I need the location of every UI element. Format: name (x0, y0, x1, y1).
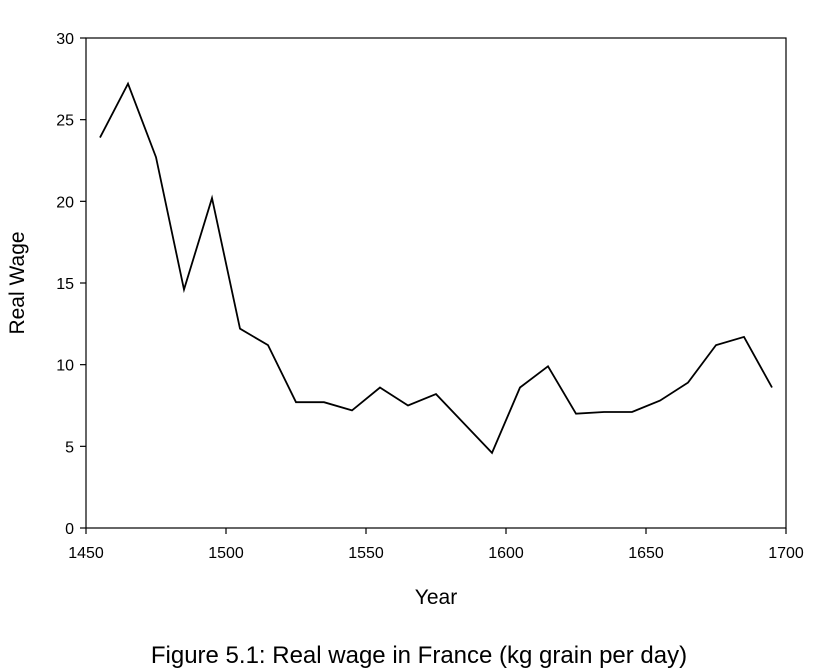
x-tick-label: 1450 (68, 545, 104, 562)
y-tick-label: 10 (56, 358, 74, 375)
x-tick-label: 1650 (628, 545, 664, 562)
figure-caption: Figure 5.1: Real wage in France (kg grai… (151, 642, 687, 669)
y-tick-label: 25 (56, 113, 74, 130)
plot-frame (85, 37, 787, 529)
series-group (99, 81, 773, 455)
y-axis: 0 5 10 15 20 25 30 (56, 31, 86, 538)
series-line (99, 81, 773, 455)
y-tick-label: 5 (65, 439, 74, 456)
x-tick-label: 1550 (348, 545, 384, 562)
x-tick-label: 1700 (768, 545, 804, 562)
y-tick-label: 20 (56, 194, 74, 211)
y-tick-label: 15 (56, 276, 74, 293)
x-axis-title: Year (415, 586, 457, 609)
x-axis: 1450 1500 1550 1600 1650 1700 (68, 528, 804, 562)
y-tick-label: 30 (56, 31, 74, 48)
y-tick-label: 0 (65, 521, 74, 538)
y-axis-title: Real Wage (6, 231, 29, 334)
x-tick-label: 1500 (208, 545, 244, 562)
x-tick-label: 1600 (488, 545, 524, 562)
